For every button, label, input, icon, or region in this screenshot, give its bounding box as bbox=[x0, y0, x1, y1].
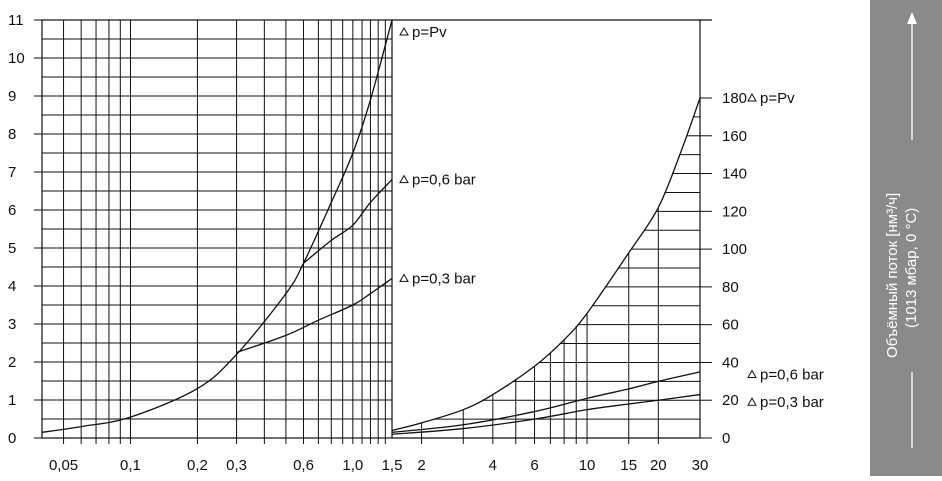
right-x-tick-label: 10 bbox=[579, 457, 596, 474]
left-series-0-label: p=Pv bbox=[412, 24, 447, 41]
left-y-tick-label: 11 bbox=[8, 12, 24, 29]
right-series-0-marker bbox=[747, 92, 757, 102]
right-x-tick-label: 6 bbox=[530, 457, 538, 474]
side-label-line2: (1013 мбар, 0 °C) bbox=[903, 208, 920, 328]
left-y-tick-label: 7 bbox=[8, 164, 16, 181]
left-y-tick-label: 0 bbox=[8, 430, 16, 447]
right-y-tick-label: 0 bbox=[722, 430, 730, 447]
left-y-tick-label: 1 bbox=[8, 392, 16, 409]
left-y-tick-label: 2 bbox=[8, 354, 16, 371]
left-y-tick-label: 4 bbox=[8, 278, 16, 295]
right-x-tick-label: 4 bbox=[489, 457, 497, 474]
right-y-tick-label: 60 bbox=[722, 317, 739, 334]
left-y-tick-label: 8 bbox=[8, 126, 16, 143]
right-series-1-line bbox=[391, 371, 701, 433]
left-series-1-marker bbox=[399, 174, 409, 184]
left-y-tick-label: 9 bbox=[8, 88, 16, 105]
left-x-tick-label: 1,0 bbox=[342, 457, 363, 474]
right-x-tick-label: 15 bbox=[620, 457, 637, 474]
curves bbox=[41, 19, 701, 435]
right-series-2-line bbox=[391, 393, 701, 435]
left-x-tick-label: 0,1 bbox=[120, 457, 141, 474]
left-y-tick-label: 5 bbox=[8, 240, 16, 257]
right-series-1-marker bbox=[747, 369, 757, 378]
side-label-line1: Объёмный поток [нм³/ч] bbox=[884, 193, 901, 358]
right-y-tick-label: 80 bbox=[722, 279, 739, 296]
right-y-tick-label: 120 bbox=[722, 203, 747, 220]
right-y-tick-label: 20 bbox=[722, 392, 739, 409]
arrow-up-icon bbox=[907, 12, 917, 24]
right-x-tick-label: 30 bbox=[692, 457, 709, 474]
right-y-tick-label: 160 bbox=[722, 128, 747, 145]
left-series-0-marker bbox=[399, 26, 409, 36]
right-y-tick-label: 100 bbox=[722, 241, 747, 258]
left-x-tick-label: 0,3 bbox=[226, 457, 247, 474]
side-panel: Объёмный поток [нм³/ч] (1013 мбар, 0 °C) bbox=[870, 0, 942, 476]
right-y-tick-label: 140 bbox=[722, 166, 747, 183]
left-series-2-line bbox=[236, 277, 393, 354]
right-panel-grid bbox=[392, 19, 712, 444]
left-panel-grid bbox=[34, 19, 393, 444]
right-series-0-line bbox=[391, 97, 701, 432]
left-y-tick-label: 6 bbox=[8, 202, 16, 219]
left-x-tick-label: 1,5 bbox=[382, 457, 403, 474]
left-x-tick-label: 0,2 bbox=[187, 457, 208, 474]
right-series-0-label: p=Pv bbox=[760, 90, 795, 107]
right-x-tick-label: 20 bbox=[650, 457, 667, 474]
right-series-1-label: p=0,6 bar bbox=[760, 366, 824, 383]
left-x-tick-label: 0,6 bbox=[293, 457, 314, 474]
left-series-2-marker bbox=[399, 273, 409, 282]
left-y-tick-label: 3 bbox=[8, 316, 16, 333]
right-y-tick-label: 40 bbox=[722, 354, 739, 371]
axis-labels: 0 1 2 3 4 5 6 7 8 9 10 11 0,05 0,1 0,2 0,3 0,6 1,0 1,5 0 20 4… bbox=[8, 12, 824, 474]
left-y-tick-label: 10 bbox=[8, 50, 25, 67]
right-x-tick-label: 2 bbox=[417, 457, 425, 474]
right-series-2-label: p=0,3 bar bbox=[760, 394, 824, 411]
right-series-2-marker bbox=[747, 397, 757, 406]
left-x-tick-label: 0,05 bbox=[49, 457, 78, 474]
left-series-1-label: p=0,6 bar bbox=[412, 172, 476, 189]
left-series-1-line bbox=[303, 179, 393, 264]
left-series-2-label: p=0,3 bar bbox=[412, 270, 476, 287]
right-y-tick-label: 180 bbox=[722, 90, 747, 107]
flow-chart: 0 1 2 3 4 5 6 7 8 9 10 11 0,05 0,1 0,2 0,3 0,6 1,0 1,5 0 20 4… bbox=[8, 12, 824, 474]
left-series-0-line bbox=[41, 19, 393, 433]
